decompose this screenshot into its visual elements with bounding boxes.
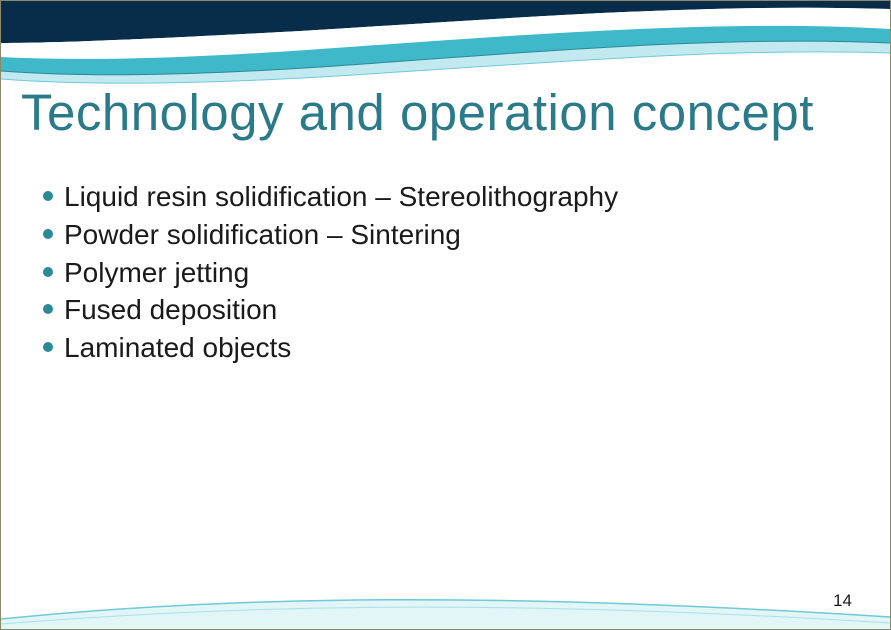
bullet-icon: [43, 304, 53, 314]
bullet-text: Powder solidification – Sintering: [64, 217, 461, 253]
bullet-icon: [43, 267, 53, 277]
bullet-text: Fused deposition: [64, 292, 277, 328]
bullet-text: Polymer jetting: [64, 255, 249, 291]
bullet-text: Laminated objects: [64, 330, 291, 366]
list-item: Liquid resin solidification – Stereolith…: [43, 179, 850, 215]
footer-wave-decoration: [1, 569, 890, 629]
slide-container: Technology and operation concept Liquid …: [0, 0, 891, 630]
bullet-list: Liquid resin solidification – Stereolith…: [43, 179, 850, 368]
bullet-text: Liquid resin solidification – Stereolith…: [64, 179, 618, 215]
page-number: 14: [833, 591, 852, 611]
bullet-icon: [43, 342, 53, 352]
list-item: Polymer jetting: [43, 255, 850, 291]
list-item: Powder solidification – Sintering: [43, 217, 850, 253]
list-item: Laminated objects: [43, 330, 850, 366]
header-wave-decoration: [1, 1, 890, 96]
bullet-icon: [43, 191, 53, 201]
list-item: Fused deposition: [43, 292, 850, 328]
bullet-icon: [43, 229, 53, 239]
slide-title: Technology and operation concept: [21, 83, 870, 142]
